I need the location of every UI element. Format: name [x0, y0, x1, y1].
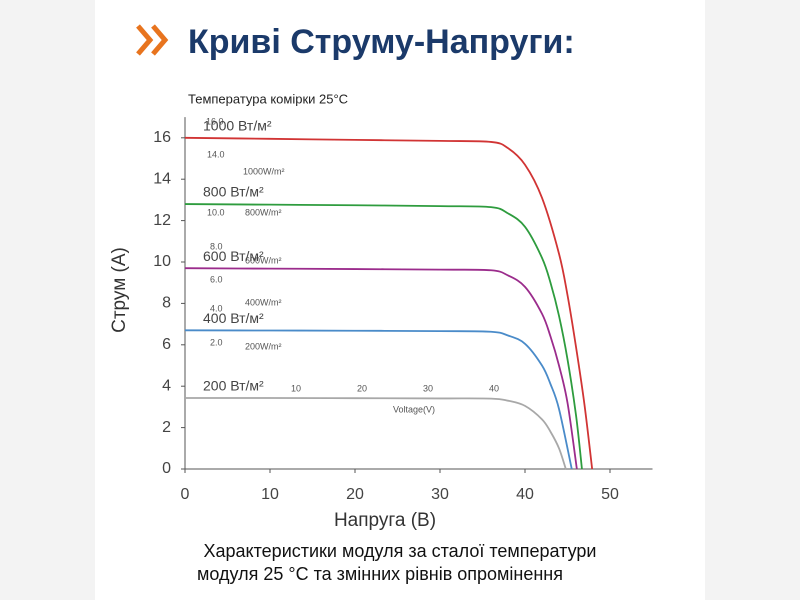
series-label: 600 Вт/м²	[203, 248, 264, 264]
series-label: 800 Вт/м²	[203, 184, 264, 200]
ghost-label: 6.0	[210, 274, 223, 284]
curve	[184, 203, 583, 470]
ghost-label: 2.0	[210, 337, 223, 347]
ghost-label: 30	[423, 383, 433, 393]
ghost-label: 20	[357, 383, 367, 393]
series-label: 1000 Вт/м²	[203, 118, 272, 134]
curve	[184, 397, 567, 470]
ghost-label: 4.0	[210, 303, 223, 313]
series-label: 400 Вт/м²	[203, 310, 264, 326]
ghost-label: 14.0	[207, 149, 225, 159]
caption: Характеристики модуля за сталої температ…	[204, 541, 597, 561]
ghost-label: 800W/m²	[245, 207, 282, 217]
caption: модуля 25 °C та змінних рівнів опромінен…	[197, 564, 563, 584]
y-tick-label: 8	[162, 295, 171, 312]
x-tick-label: 40	[516, 486, 534, 503]
y-tick-label: 4	[162, 377, 171, 394]
series-label: 200 Вт/м²	[203, 378, 264, 394]
curve	[184, 267, 578, 470]
ghost-label: 600W/m²	[245, 255, 282, 265]
ghost-label: 400W/m²	[245, 297, 282, 307]
y-tick-label: 12	[153, 212, 171, 229]
y-tick-label: 10	[153, 253, 171, 270]
x-tick-label: 0	[181, 486, 190, 503]
y-tick-label: 16	[153, 129, 171, 146]
ghost-label: 200W/m²	[245, 341, 282, 351]
x-tick-label: 50	[601, 486, 619, 503]
y-tick-label: 6	[162, 336, 171, 353]
panel	[95, 0, 705, 600]
x-tick-label: 20	[346, 486, 364, 503]
y-axis-label: Струм (А)	[109, 247, 130, 333]
ghost-label: 40	[489, 383, 499, 393]
ghost-label: 16.0	[206, 116, 224, 126]
chart-title: Криві Струму-Напруги:	[188, 23, 575, 61]
ghost-label: 10	[291, 383, 301, 393]
x-tick-label: 30	[431, 486, 449, 503]
y-tick-label: 2	[162, 419, 171, 436]
ghost-label: 8.0	[210, 241, 223, 251]
ghost-label: 10.0	[207, 207, 225, 217]
curve	[184, 329, 573, 470]
chevrons	[136, 24, 169, 56]
ghost-label: Voltage(V)	[393, 404, 435, 414]
y-tick-label: 0	[162, 460, 171, 477]
x-axis-label: Напруга (В)	[334, 510, 436, 531]
y-tick-label: 14	[153, 170, 171, 187]
ghost-label: 1000W/m²	[243, 166, 285, 176]
curve	[184, 136, 594, 470]
x-tick-label: 10	[261, 486, 279, 503]
subtitle: Температура комірки 25°C	[188, 91, 348, 106]
